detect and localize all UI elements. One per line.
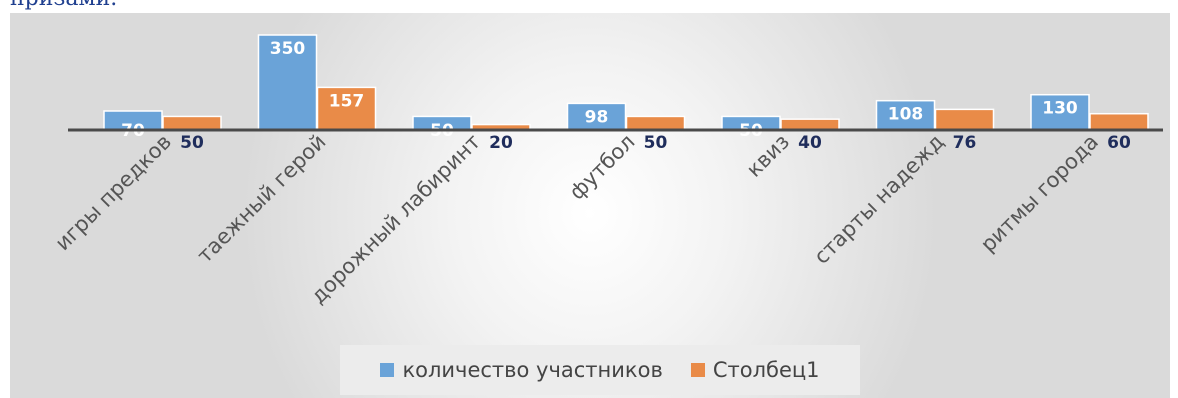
bar-1-7 — [1030, 93, 1090, 131]
category-label-6: старты надежд — [809, 130, 948, 269]
bar-2-1 — [162, 115, 222, 131]
category-label-4: футбол — [565, 130, 640, 205]
bar-1-6 — [875, 99, 936, 131]
data-label-1-7: 130 — [1042, 99, 1078, 119]
data-label-2-2: 157 — [329, 91, 365, 111]
data-label-2-5: 40 — [798, 133, 822, 153]
legend-swatch-orange — [690, 363, 705, 377]
legend-label-series1: количество участников — [402, 358, 663, 382]
category-label-1: игры предков — [50, 130, 176, 256]
data-label-1-2: 350 — [270, 39, 306, 59]
bar-2-6 — [934, 108, 995, 131]
data-label-2-4: 50 — [644, 133, 668, 153]
chart-legend: количество участников Столбец1 — [340, 345, 860, 395]
data-label-1-4: 98 — [585, 107, 609, 127]
legend-item-series1: количество участников — [380, 358, 663, 382]
legend-swatch-blue — [380, 363, 395, 377]
data-label-2-7: 60 — [1107, 133, 1131, 153]
page-text: призами. — [10, 0, 117, 11]
category-label-3: дорожный лабиринт — [306, 130, 485, 309]
chart-area — [10, 13, 1170, 398]
bar-1-2 — [257, 34, 318, 131]
bar-2-5 — [780, 118, 840, 131]
data-label-2-3: 20 — [489, 133, 513, 153]
data-label-2-6: 76 — [953, 133, 977, 153]
data-label-1-6: 108 — [888, 105, 924, 125]
data-label-2-1: 50 — [180, 133, 204, 153]
legend-label-series2: Столбец1 — [712, 358, 820, 382]
category-label-7: ритмы города — [976, 130, 1103, 257]
bar-1-4 — [566, 102, 627, 131]
bar-2-4 — [625, 115, 686, 131]
legend-item-series2: Столбец1 — [690, 358, 820, 382]
category-label-2: таежный герой — [192, 130, 330, 268]
bar-2-7 — [1089, 112, 1149, 131]
